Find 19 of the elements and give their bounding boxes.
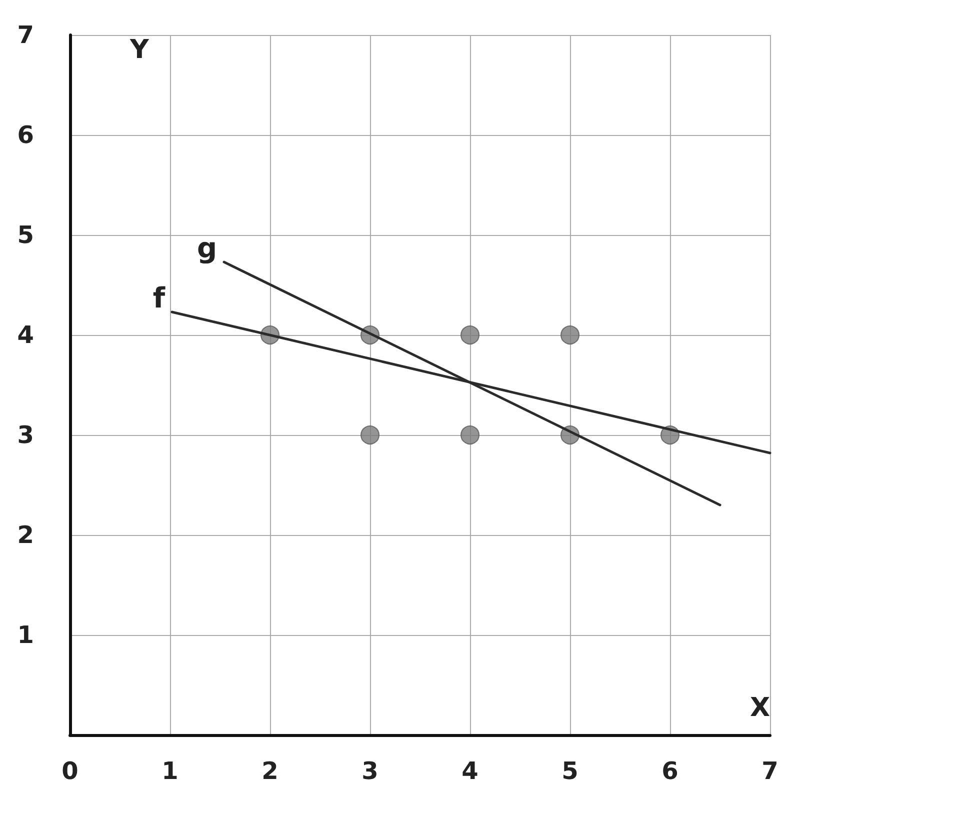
y-tick-label: 6 xyxy=(17,121,34,149)
series-label: g xyxy=(196,232,217,264)
x-tick-label: 4 xyxy=(462,757,478,785)
y-tick-label: 4 xyxy=(17,321,34,349)
x-tick-label: 7 xyxy=(762,757,778,785)
y-tick-label: 1 xyxy=(17,621,34,649)
x-tick-label: 6 xyxy=(662,757,678,785)
x-tick-label: 2 xyxy=(262,757,278,785)
x-tick-label: 5 xyxy=(562,757,578,785)
y-axis-title: Y xyxy=(129,35,150,65)
x-tick-label: 0 xyxy=(62,757,78,785)
y-tick-label: 2 xyxy=(17,521,34,549)
x-axis-title: X xyxy=(750,693,770,723)
x-tick-label: 3 xyxy=(362,757,378,785)
y-tick-label: 5 xyxy=(17,221,34,249)
x-tick-label: 1 xyxy=(162,757,178,785)
y-tick-label: 3 xyxy=(17,421,34,449)
series-label: f xyxy=(152,282,166,314)
y-tick-label: 7 xyxy=(17,21,34,49)
